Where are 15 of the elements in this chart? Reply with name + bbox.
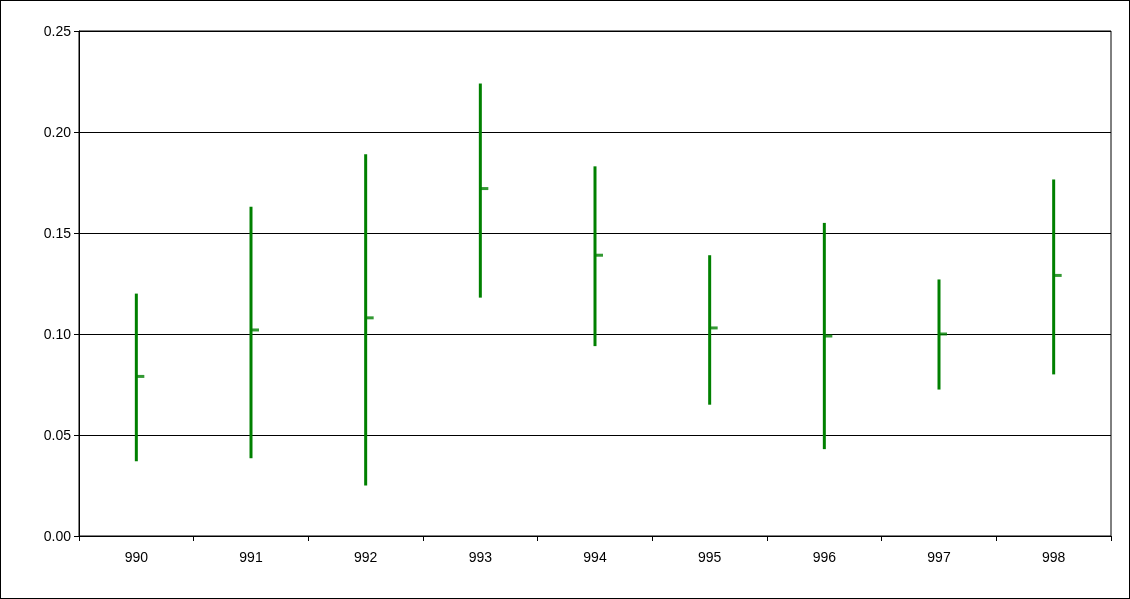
y-tick-label: 0.10 (43, 326, 72, 342)
x-tick-label: 994 (583, 549, 607, 565)
x-tick-label: 997 (927, 549, 951, 565)
y-tick-label: 0.05 (43, 427, 72, 443)
x-tick-label: 992 (353, 549, 378, 565)
x-tick-label: 998 (1041, 549, 1066, 565)
y-tick-label: 0.00 (43, 528, 72, 544)
x-tick-label: 996 (812, 549, 837, 565)
x-tick-label: 990 (124, 549, 149, 565)
x-tick-label: 993 (468, 549, 493, 565)
x-tick-label: 991 (239, 549, 263, 565)
y-tick-label: 0.20 (43, 124, 72, 140)
x-tick-label: 995 (697, 549, 722, 565)
y-tick-label: 0.25 (43, 23, 72, 39)
y-tick-label: 0.15 (43, 225, 72, 241)
